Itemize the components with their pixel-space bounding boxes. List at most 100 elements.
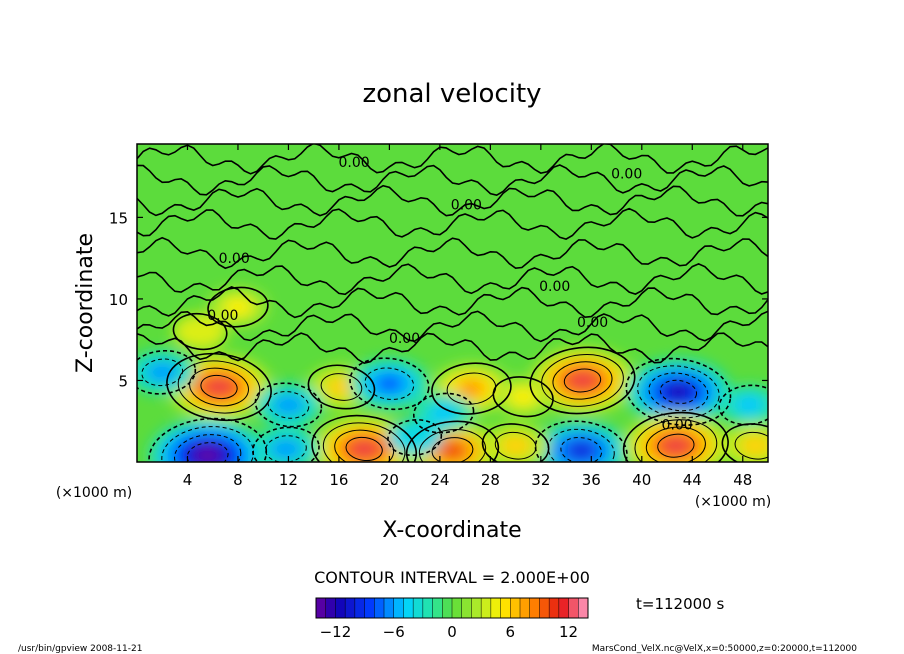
contour-positive <box>622 411 729 462</box>
contour-positive <box>481 423 550 462</box>
colorbar-cell <box>471 598 482 618</box>
contour-positive <box>529 346 636 415</box>
contour-zero <box>137 332 768 365</box>
colorbar-tick-label: −12 <box>320 623 352 641</box>
contour-negative <box>625 357 732 426</box>
colorbar-cell <box>325 598 336 618</box>
x-tick-label: 8 <box>233 471 243 489</box>
colorbar-cell <box>413 598 424 618</box>
plot-frame <box>136 143 769 463</box>
field-feature <box>734 395 765 415</box>
contour-zero <box>137 164 768 197</box>
colorbar-cell <box>510 598 521 618</box>
colorbar-cell <box>335 598 346 618</box>
field-feature <box>376 375 403 393</box>
contour-negative <box>648 372 709 412</box>
colorbar-cell <box>345 598 356 618</box>
x-tick-label: 20 <box>380 471 399 489</box>
contour-negative <box>718 384 768 426</box>
contour-positive <box>320 373 363 401</box>
field-feature <box>437 440 468 461</box>
contour-zero <box>137 184 768 217</box>
x-unit-left: (×1000 m) <box>56 485 132 501</box>
x-axis-label: X-coordinate <box>382 518 521 543</box>
contour-zero <box>137 144 768 175</box>
contour-label: 0.00 <box>389 331 420 347</box>
contour-negative <box>252 426 320 462</box>
plot-area: 0.00 0.00 0.00 0.00 0.00 0.00 0.00 0.00 0.00 <box>136 143 769 463</box>
contour-positive <box>634 419 718 462</box>
contour-label: 0.00 <box>219 251 250 267</box>
x-tick-label: 32 <box>531 471 550 489</box>
contour-zero <box>137 207 768 240</box>
field-feature <box>565 440 597 461</box>
field-feature <box>145 361 179 384</box>
x-axis-ticks: 4 8 12 16 20 24 28 32 36 40 44 48 <box>183 144 752 489</box>
colorbar-cell <box>481 598 492 618</box>
y-tick-label: 5 <box>118 372 128 390</box>
contour-positive <box>200 374 238 400</box>
contour-positive <box>494 431 537 460</box>
contour-negative <box>267 391 310 419</box>
y-tick-label: 10 <box>109 291 128 309</box>
field-feature <box>662 437 689 454</box>
colorbar-cell <box>568 598 579 618</box>
colorbar-cell <box>316 598 327 618</box>
contour-negative <box>560 437 603 462</box>
colorbar-cell <box>354 598 366 618</box>
contour-positive <box>166 352 272 422</box>
footer-right: MarsCond_VelX.nc@VelX,x=0:50000,z=0:2000… <box>592 644 857 654</box>
field-feature <box>351 440 378 458</box>
colorbar-cell <box>529 598 540 618</box>
contour-positive <box>172 312 228 351</box>
contour-positive <box>563 368 602 393</box>
contour-zero <box>137 236 768 270</box>
contour-positive <box>307 364 376 410</box>
colorbar <box>315 598 589 618</box>
contour-label: 0.00 <box>207 308 238 324</box>
colorbar-cell <box>539 598 550 618</box>
contour-negative <box>265 435 307 462</box>
field-feature <box>173 313 227 350</box>
contour-labels: 0.00 0.00 0.00 0.00 0.00 0.00 0.00 0.00 0.00 <box>207 155 692 434</box>
x-tick-label: 48 <box>733 471 752 489</box>
contour-negative <box>254 382 323 428</box>
colorbar-tick-label: 6 <box>506 623 516 641</box>
colorbar-cell <box>558 598 570 618</box>
colorbar-cell <box>364 598 375 618</box>
colorbar-cell <box>422 598 434 618</box>
contour-negative <box>148 417 268 462</box>
field-feature <box>428 403 459 423</box>
contour-label: 0.00 <box>451 197 482 213</box>
contour-positive <box>207 286 269 328</box>
colorbar-tick-label: 12 <box>559 623 578 641</box>
field-feature <box>222 297 253 317</box>
y-axis-label: Z-coordinate <box>73 233 98 373</box>
x-unit-right: (×1000 m) <box>695 494 771 510</box>
contour-label: 0.00 <box>338 155 369 171</box>
field-feature <box>498 434 533 457</box>
contour-label: 0.00 <box>662 417 693 433</box>
field-feature <box>569 372 596 389</box>
colorbar-cell <box>490 598 502 618</box>
contour-label: 0.00 <box>611 166 642 182</box>
colorbar-cell <box>500 598 511 618</box>
contour-negative <box>141 358 184 387</box>
contour-positive <box>334 429 395 462</box>
contour-positive <box>311 414 418 462</box>
colorbar-cell <box>452 598 463 618</box>
contour-positive <box>645 426 706 462</box>
field-feature <box>195 448 220 462</box>
contour-positive <box>541 354 624 407</box>
contour-negative <box>412 392 475 434</box>
chart-title: zonal velocity <box>362 79 541 109</box>
contour-positive <box>431 437 474 462</box>
contour-label: 0.00 <box>539 279 570 295</box>
contour-positive <box>552 361 613 400</box>
contour-positive <box>492 376 554 418</box>
colorbar-frame <box>315 597 589 619</box>
x-tick-label: 44 <box>683 471 702 489</box>
contour-negative <box>174 434 242 462</box>
contour-negative <box>137 349 197 395</box>
